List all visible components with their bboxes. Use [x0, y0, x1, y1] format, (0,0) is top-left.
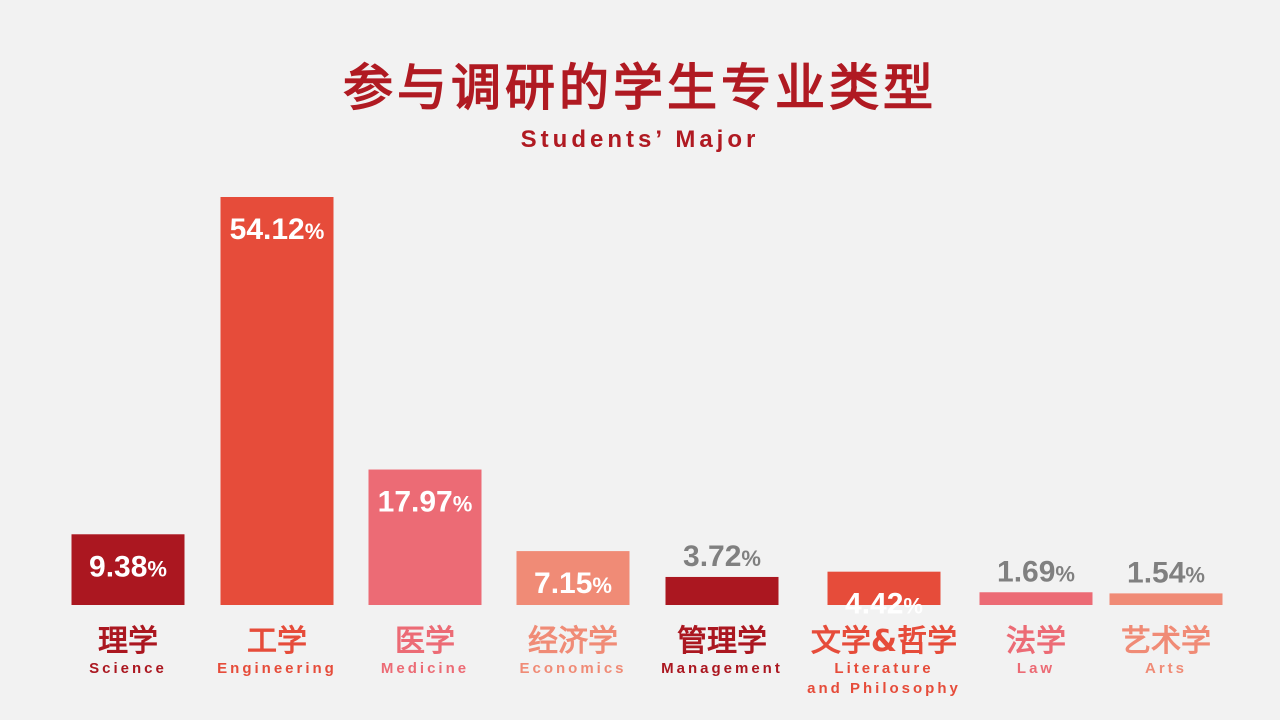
- value-percent: %: [903, 594, 923, 619]
- category-label-zh-4: 管理学: [677, 624, 767, 659]
- value-percent: %: [305, 219, 325, 244]
- value-number: 7.15: [534, 567, 592, 600]
- category-label-en-5-0: Literature: [834, 660, 933, 677]
- value-labels-group: 9.38%54.12%17.97%7.15%3.72%4.42%1.69% 1.5…: [89, 213, 1205, 621]
- value-label-6: 1.69%: [997, 555, 1075, 588]
- value-label-4: 3.72%: [683, 540, 761, 573]
- bar-7: [1109, 593, 1223, 605]
- category-label-zh-3: 经济学: [528, 624, 618, 659]
- category-label-en-0-0: Science: [89, 660, 167, 677]
- category-label-en-6-0: Law: [1017, 660, 1055, 677]
- bar-6: [979, 592, 1093, 605]
- value-label-5: 4.42%: [845, 588, 923, 621]
- value-percent: %: [1185, 562, 1205, 587]
- value-label-7: 1.54%: [1127, 556, 1205, 589]
- category-label-en-1-0: Engineering: [217, 660, 337, 677]
- value-number: 1.69: [997, 555, 1055, 588]
- category-label-en-5-1: and Philosophy: [807, 680, 961, 697]
- value-label-0: 9.38%: [89, 550, 167, 583]
- bar-2: [368, 469, 482, 605]
- value-label-3: 7.15%: [534, 567, 612, 600]
- bar-0: [71, 534, 185, 605]
- category-label-zh-6: 法学: [1006, 624, 1066, 659]
- chart-subtitle: Students’ Major: [520, 126, 760, 153]
- category-label-en-2-0: Medicine: [381, 660, 469, 677]
- category-label-en-3-0: Economics: [519, 660, 626, 677]
- bar-1: [220, 197, 334, 605]
- value-label-1: 54.12%: [230, 213, 325, 246]
- chart-title: 参与调研的学生专业类型: [343, 59, 937, 117]
- value-number: 54.12: [230, 213, 305, 246]
- value-number: 3.72: [683, 540, 741, 573]
- value-number: 9.38: [89, 550, 147, 583]
- bar-4: [665, 576, 779, 605]
- category-label-en-4-0: Management: [661, 660, 783, 677]
- bars-group: [71, 197, 1223, 605]
- category-label-zh-7: 艺术学: [1121, 624, 1211, 659]
- value-percent: %: [147, 556, 167, 581]
- value-number: 4.42: [845, 588, 903, 621]
- category-label-zh-5: 文学&哲学: [811, 624, 957, 659]
- category-label-en-7-0: Arts: [1145, 660, 1187, 677]
- value-percent: %: [1055, 561, 1075, 586]
- bar-3: [516, 551, 630, 605]
- value-percent: %: [453, 492, 473, 517]
- bar-5: [827, 571, 941, 605]
- category-label-zh-0: 理学: [98, 624, 158, 659]
- value-number: 1.54: [1127, 556, 1186, 589]
- value-percent: %: [592, 573, 612, 598]
- category-label-zh-2: 医学: [395, 624, 455, 659]
- value-percent: %: [741, 546, 761, 571]
- value-number: 17.97: [378, 486, 453, 519]
- category-label-zh-1: 工学: [247, 624, 307, 659]
- value-label-2: 17.97%: [378, 486, 473, 519]
